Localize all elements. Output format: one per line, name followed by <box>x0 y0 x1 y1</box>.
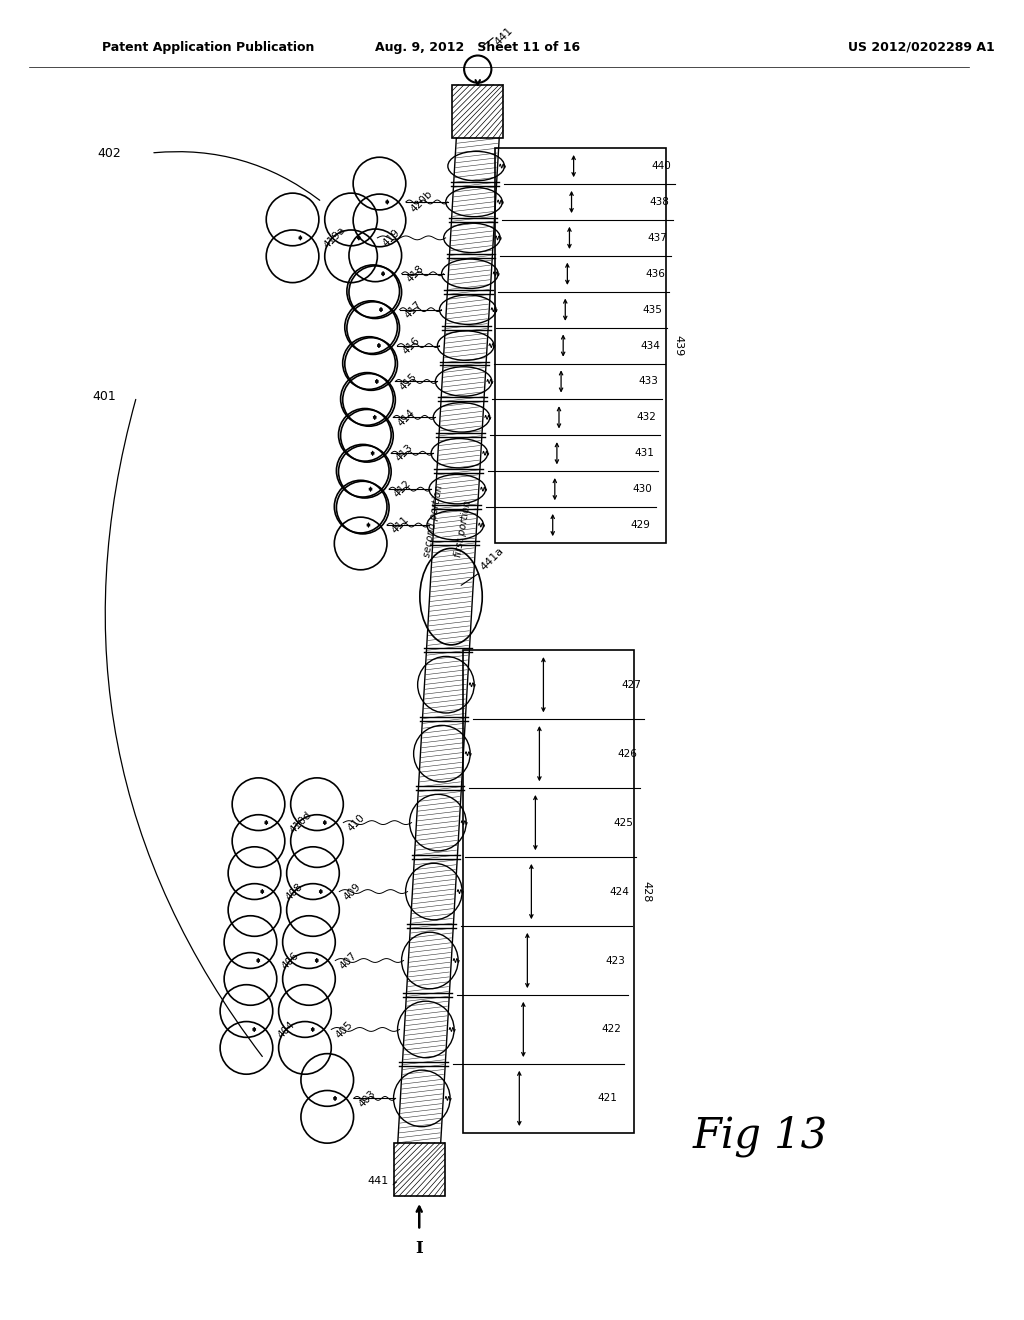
Text: 428: 428 <box>642 880 651 903</box>
Text: 440: 440 <box>651 161 671 172</box>
Text: second portion: second portion <box>422 484 444 557</box>
Text: Aug. 9, 2012   Sheet 11 of 16: Aug. 9, 2012 Sheet 11 of 16 <box>376 41 581 54</box>
Text: 411: 411 <box>390 515 411 536</box>
Text: 421: 421 <box>597 1093 616 1104</box>
Text: US 2012/0202289 A1: US 2012/0202289 A1 <box>848 41 995 54</box>
Text: 432: 432 <box>637 412 656 422</box>
Text: 441a: 441a <box>478 545 505 573</box>
Text: 410d: 410d <box>288 809 313 836</box>
Text: 410: 410 <box>346 812 368 833</box>
Text: Fig 13: Fig 13 <box>692 1115 827 1158</box>
Bar <box>453 84 503 139</box>
Text: 403: 403 <box>356 1088 378 1109</box>
Bar <box>394 1143 444 1196</box>
Text: 431: 431 <box>635 449 654 458</box>
Text: 413: 413 <box>394 442 415 463</box>
Text: 426: 426 <box>617 748 637 759</box>
Text: 429: 429 <box>631 520 650 531</box>
Text: 419: 419 <box>380 227 401 248</box>
Text: 424: 424 <box>609 887 629 896</box>
Text: 436: 436 <box>645 269 665 279</box>
Text: 438: 438 <box>649 197 669 207</box>
Text: 423: 423 <box>605 956 625 965</box>
Text: Patent Application Publication: Patent Application Publication <box>102 41 314 54</box>
Text: 437: 437 <box>647 232 667 243</box>
Text: 417: 417 <box>402 300 424 321</box>
Text: 441: 441 <box>493 25 514 48</box>
Text: 415: 415 <box>398 371 420 392</box>
Text: 402: 402 <box>97 147 121 160</box>
Text: first portion: first portion <box>453 499 473 557</box>
Bar <box>495 148 666 543</box>
Text: 412: 412 <box>392 479 413 500</box>
Text: 430: 430 <box>633 484 652 494</box>
Text: 414: 414 <box>396 407 418 428</box>
Text: 409: 409 <box>342 880 364 902</box>
Text: 406: 406 <box>280 950 301 972</box>
Text: 419a: 419a <box>322 224 347 251</box>
Text: 401: 401 <box>92 391 117 403</box>
Text: 418: 418 <box>404 263 426 284</box>
Text: 405: 405 <box>334 1019 355 1040</box>
Text: 439: 439 <box>674 335 683 356</box>
Text: 416: 416 <box>400 335 422 356</box>
Bar <box>463 651 634 1133</box>
Text: 434: 434 <box>641 341 660 351</box>
Text: I: I <box>416 1239 423 1257</box>
Text: 407: 407 <box>338 950 359 972</box>
Text: 408: 408 <box>284 880 305 902</box>
Text: 427: 427 <box>621 680 641 690</box>
Text: 422: 422 <box>601 1024 621 1035</box>
Text: 420b: 420b <box>409 189 434 215</box>
Text: 425: 425 <box>613 817 633 828</box>
Text: 441: 441 <box>368 1176 389 1187</box>
Text: 404: 404 <box>275 1019 297 1040</box>
Text: 435: 435 <box>643 305 663 314</box>
Text: 433: 433 <box>639 376 658 387</box>
